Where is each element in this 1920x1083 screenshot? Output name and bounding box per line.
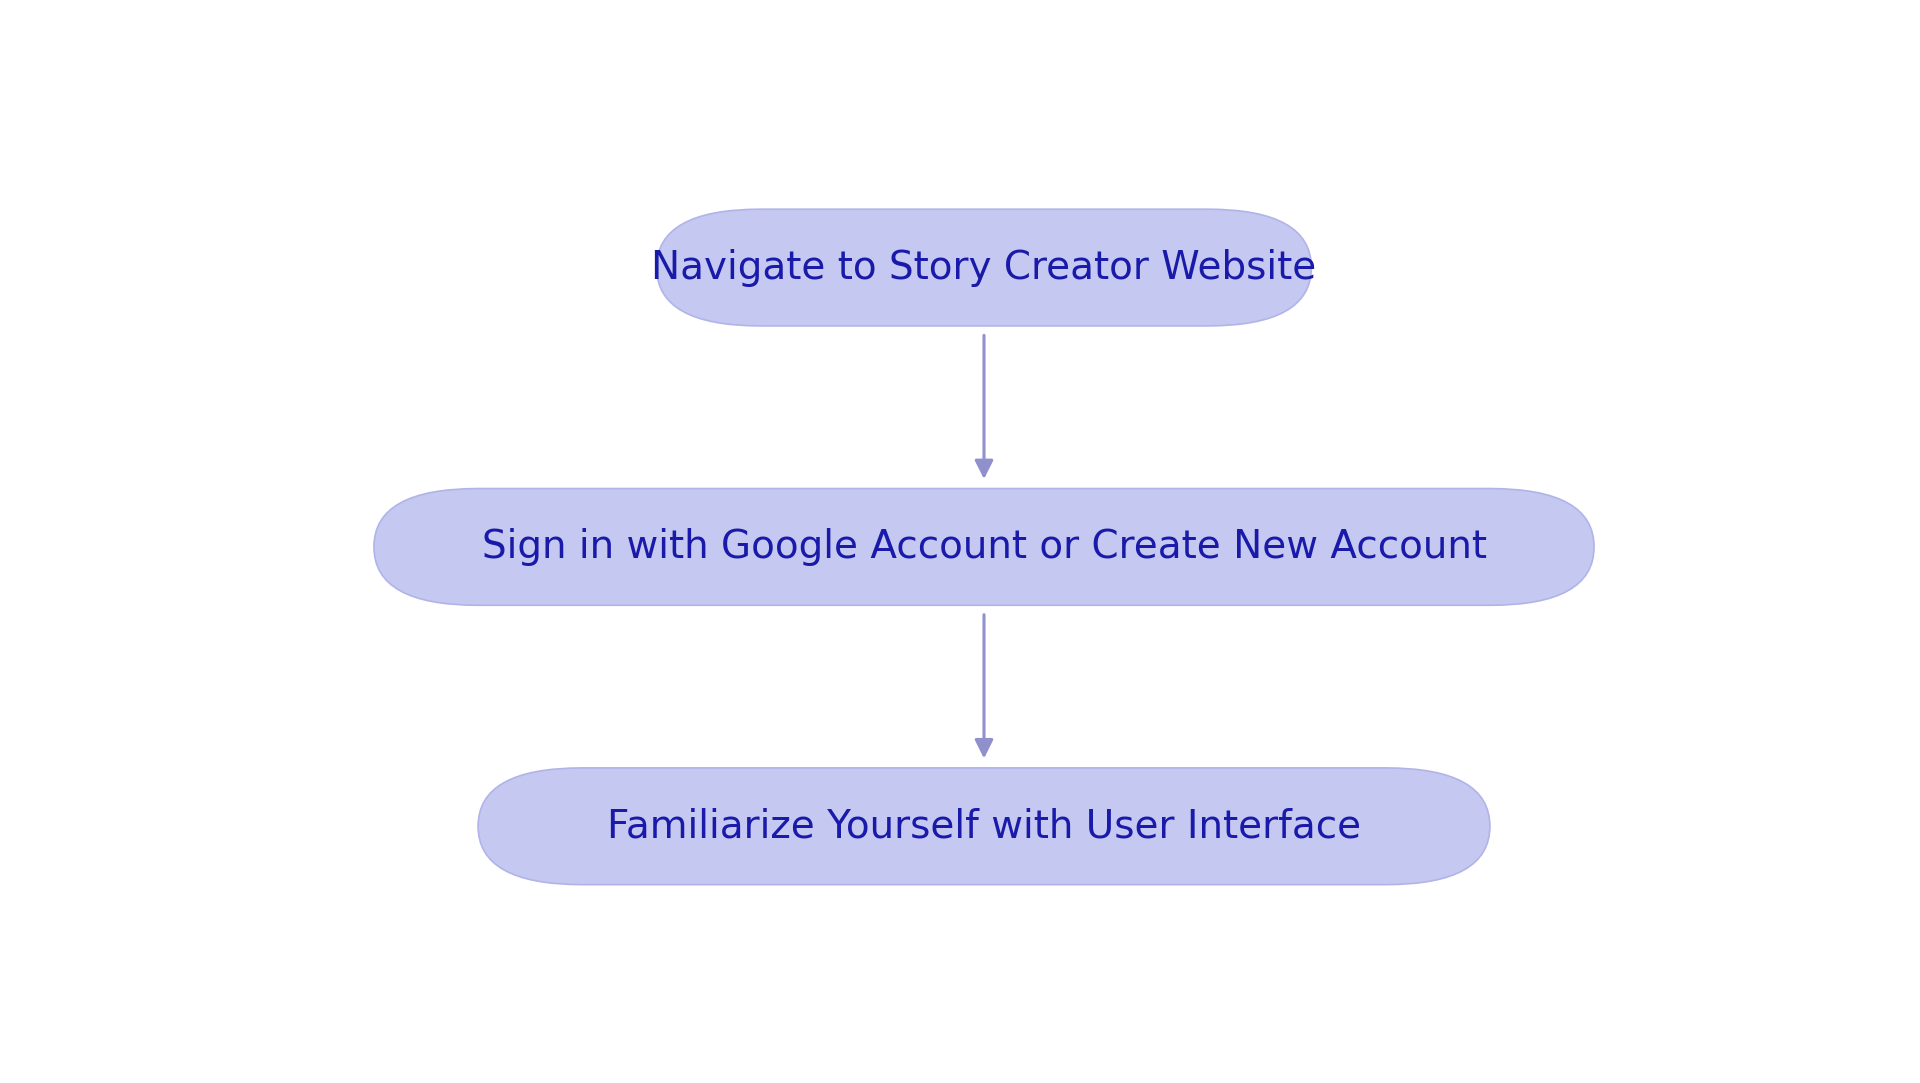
Text: Navigate to Story Creator Website: Navigate to Story Creator Website — [651, 249, 1317, 287]
Text: Familiarize Yourself with User Interface: Familiarize Yourself with User Interface — [607, 807, 1361, 845]
FancyBboxPatch shape — [478, 768, 1490, 885]
FancyBboxPatch shape — [374, 488, 1594, 605]
FancyBboxPatch shape — [657, 209, 1311, 326]
Text: Sign in with Google Account or Create New Account: Sign in with Google Account or Create Ne… — [482, 527, 1486, 566]
